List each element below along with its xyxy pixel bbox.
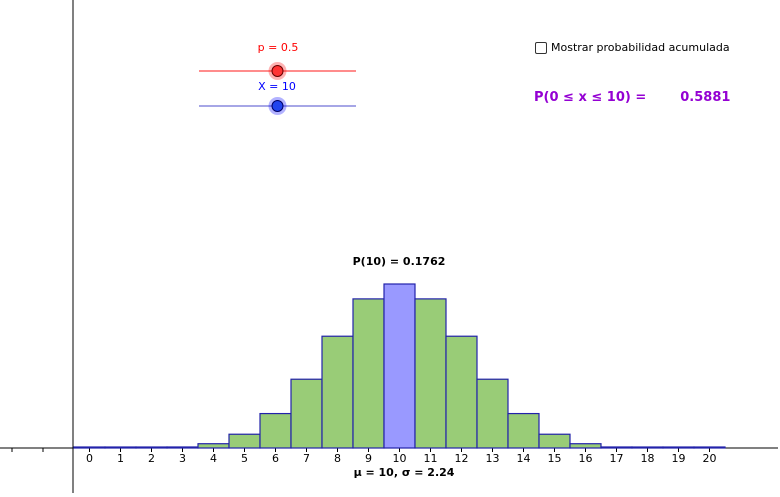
bar-7 (290, 378, 323, 449)
x-tick-label-4: 4 (210, 452, 217, 465)
x-tick-label-8: 8 (334, 452, 341, 465)
bar-0 (73, 446, 106, 449)
bar-9 (352, 298, 385, 449)
x-tick-label-20: 20 (703, 452, 717, 465)
bar-5 (228, 433, 261, 449)
histogram-bars (73, 283, 726, 449)
cumulative-probability-value: 0.5881 (680, 90, 731, 105)
x-tick-label-19: 19 (672, 452, 686, 465)
x-tick-label-0: 0 (86, 452, 93, 465)
bar-2 (135, 446, 168, 449)
x-tick-label-11: 11 (424, 452, 438, 465)
cumulative-probability-text: P(0 ≤ x ≤ 10) = 0.5881 (534, 90, 730, 105)
x-tick-label-7: 7 (303, 452, 310, 465)
cumulative-probability-checkbox[interactable] (535, 41, 547, 54)
bar-18 (631, 446, 664, 449)
bar-8 (321, 335, 354, 449)
x-tick-label-15: 15 (548, 452, 562, 465)
bar-15 (538, 433, 571, 449)
bar-17 (600, 446, 633, 449)
mean-stddev-label: μ = 10, σ = 2.24 (354, 466, 455, 479)
bar-3 (166, 446, 199, 449)
bar-16 (569, 443, 602, 449)
bar-14 (507, 412, 540, 449)
x-tick-label-17: 17 (610, 452, 624, 465)
x-tick-label-18: 18 (641, 452, 655, 465)
x-tick-label-14: 14 (517, 452, 531, 465)
x-tick-label-3: 3 (179, 452, 186, 465)
cumulative-probability-formula: P(0 ≤ x ≤ 10) = (534, 90, 647, 105)
cumulative-probability-checkbox-label[interactable]: Mostrar probabilidad acumulada (551, 41, 730, 54)
x-slider-label: X = 10 (258, 80, 296, 93)
bar-4 (197, 443, 230, 449)
x-tick-label-2: 2 (148, 452, 155, 465)
x-tick-label-9: 9 (365, 452, 372, 465)
x-tick-label-16: 16 (579, 452, 593, 465)
x-slider[interactable] (199, 97, 356, 115)
x-tick-label-12: 12 (455, 452, 469, 465)
x-slider-knob[interactable] (271, 100, 284, 112)
bar-20 (693, 446, 726, 449)
p-slider-label: p = 0.5 (258, 41, 299, 54)
x-axis-ticks (11, 448, 710, 452)
cumulative-probability-checkbox-row[interactable]: Mostrar probabilidad acumulada (535, 41, 730, 54)
x-tick-label-13: 13 (486, 452, 500, 465)
bar-6 (259, 412, 292, 449)
bar-13 (476, 378, 509, 449)
p-slider[interactable] (199, 62, 356, 80)
bar-10 (383, 283, 416, 449)
highlighted-probability-label: P(10) = 0.1762 (353, 255, 446, 268)
x-tick-labels: 0 1 2 3 4 5 6 7 8 9 10 11 12 13 14 15 16 17 18 19 20 (86, 452, 717, 465)
x-tick-label-5: 5 (241, 452, 248, 465)
bar-12 (445, 335, 478, 449)
x-tick-label-10: 10 (393, 452, 407, 465)
x-tick-label-1: 1 (117, 452, 124, 465)
p-slider-knob[interactable] (271, 65, 284, 77)
bar-1 (104, 446, 137, 449)
x-tick-label-6: 6 (272, 452, 279, 465)
bar-11 (414, 298, 447, 449)
bar-19 (662, 446, 695, 449)
